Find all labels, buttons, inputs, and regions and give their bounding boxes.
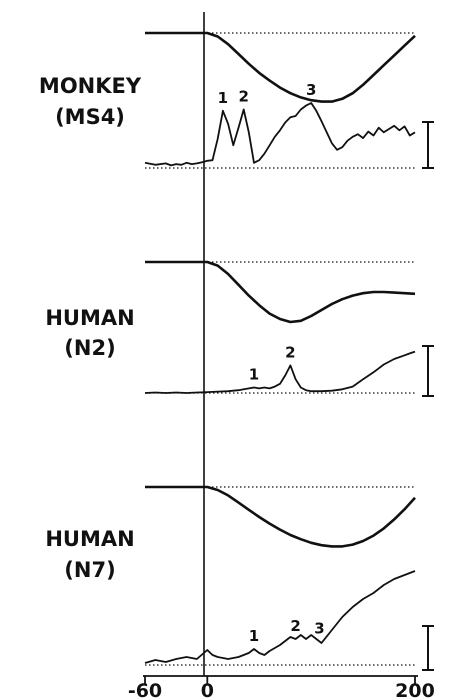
panel-label-line2: (MS4) [55,105,125,129]
scale-bar [422,345,434,397]
panel-label-line2: (N2) [64,336,115,360]
response-trace [144,570,416,664]
x-axis: -60 0 200 [128,675,435,698]
peak-label: 1 [249,366,259,384]
panel-label-line1: MONKEY [39,74,142,98]
stimulus-trace [145,260,416,324]
peak-label: 2 [290,617,300,635]
stimulus-trace [145,485,416,548]
peak-label: 1 [218,89,228,107]
stimulus-trace [145,31,416,103]
panel-label-line1: HUMAN [45,527,134,551]
panel-label-line2: (N7) [64,558,115,582]
panel-3: HUMAN (N7) 1 2 3 [45,485,434,671]
peak-label: 2 [238,88,248,106]
panel-2: HUMAN (N2) 1 2 [45,260,434,397]
scale-bar [422,121,434,169]
panel-1: MONKEY (MS4) 1 2 3 [39,31,434,169]
peak-label: 2 [285,343,295,361]
panel-label-line1: HUMAN [45,306,134,330]
scale-bar [422,625,434,671]
peak-label: 3 [306,81,316,99]
peak-label: 3 [314,619,324,637]
response-trace [144,102,416,167]
x-tick-label: 0 [201,680,214,698]
peak-label: 1 [249,627,259,645]
response-trace [144,350,416,394]
x-tick-label: -60 [128,680,162,698]
x-tick-label: 200 [395,680,435,698]
